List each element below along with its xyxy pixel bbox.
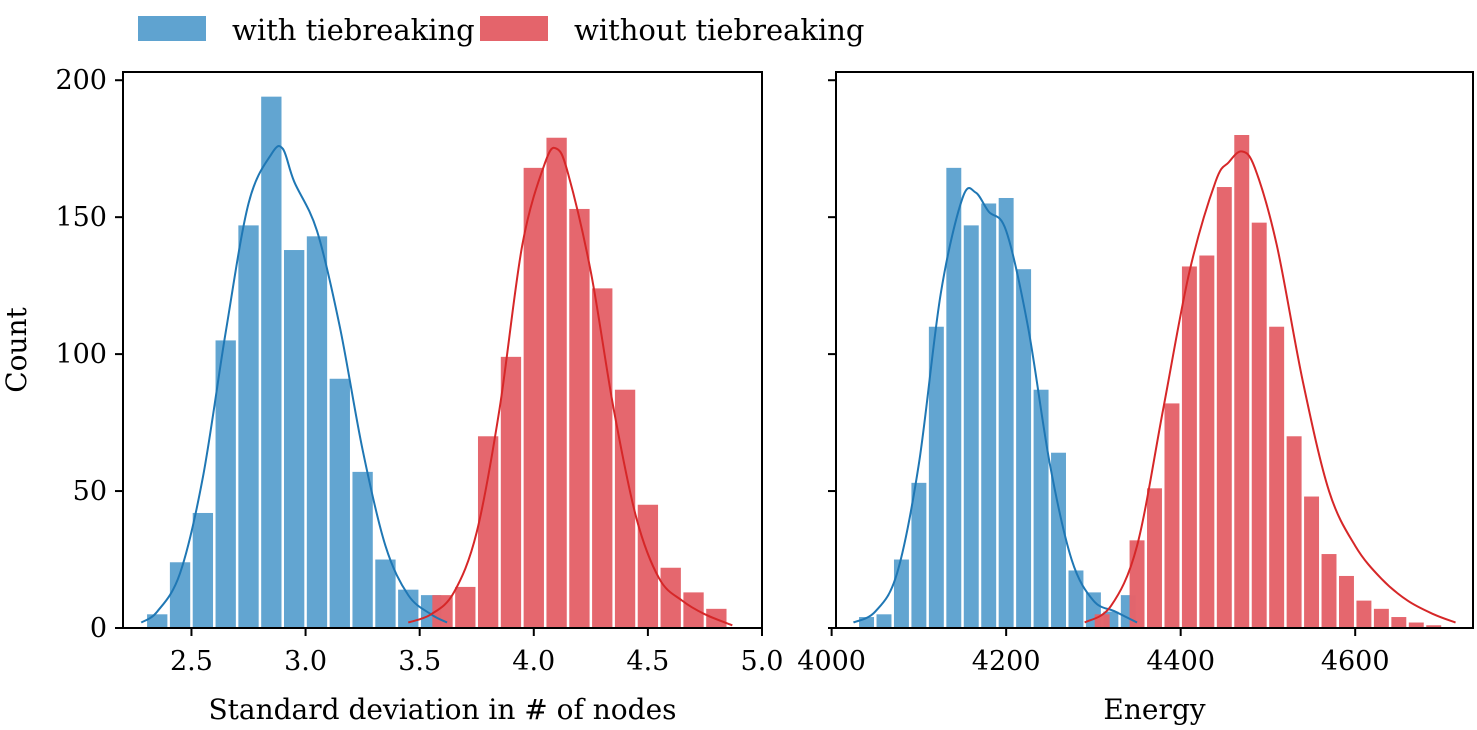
energy-bar-without-0 [1094, 614, 1110, 628]
energy-bar-with-5 [946, 167, 962, 629]
energy-bar-without-9 [1269, 326, 1285, 628]
std-dev-bar-with-0 [147, 614, 168, 628]
energy-bar-with-8 [998, 197, 1014, 629]
std-dev-histogram-panel: 2.5 3.0 3.5 4.0 4.5 5.0 0 50 100 150 200 Standard… [0, 65, 783, 726]
energy-plot-frame [835, 71, 1474, 629]
energy-bar-without-2 [1147, 488, 1162, 628]
energy-x-tick-label-3: 4600 [1321, 646, 1390, 677]
energy-bar-with-9 [1016, 269, 1032, 628]
std-dev-x-axis-label: Standard deviation in # of nodes [208, 693, 676, 726]
std-dev-y-tick-label-4: 200 [55, 65, 107, 96]
std-dev-y-tick-label-1: 50 [73, 476, 107, 507]
energy-x-axis: 4000 4200 4400 4600 [797, 628, 1390, 677]
std-dev-y-tick-label-3: 150 [55, 202, 107, 233]
energy-x-tick-label-0: 4000 [797, 646, 866, 677]
std-dev-x-axis: 2.5 3.0 3.5 4.0 4.5 5.0 [170, 628, 783, 677]
std-dev-bar-without-11 [683, 592, 704, 628]
std-dev-bar-without-6 [569, 208, 590, 628]
std-dev-x-tick-label-3: 4.0 [512, 646, 555, 677]
std-dev-bar-without-4 [523, 167, 544, 629]
std-dev-y-axis: 0 50 100 150 200 [55, 65, 123, 644]
energy-bar-with-3 [911, 482, 927, 628]
energy-bar-without-7 [1234, 135, 1250, 628]
energy-bar-without-15 [1373, 608, 1389, 628]
energy-bar-without-6 [1216, 187, 1232, 628]
energy-bar-with-4 [928, 326, 944, 628]
energy-bar-without-3 [1164, 403, 1180, 628]
std-dev-plot-frame [122, 71, 763, 629]
std-dev-bar-without-10 [660, 567, 681, 628]
std-dev-bar-with-10 [375, 559, 396, 628]
std-dev-x-tick-label-5: 5.0 [741, 646, 784, 677]
energy-bar-with-0 [859, 617, 875, 628]
energy-kde-curves [853, 150, 1456, 624]
energy-x-axis-label: Energy [1103, 693, 1205, 726]
std-dev-bar-with-7 [306, 236, 328, 628]
std-dev-bar-with-5 [261, 96, 282, 628]
energy-bar-without-12 [1321, 554, 1337, 628]
std-dev-x-tick-label-1: 3.0 [284, 646, 327, 677]
std-dev-kde-line-without [407, 146, 733, 627]
legend-swatch-without-tiebreaking [480, 16, 548, 41]
energy-bar-without-10 [1286, 436, 1302, 628]
energy-bar-with-7 [981, 203, 997, 628]
energy-y-axis [828, 79, 836, 629]
std-dev-y-tick-label-0: 0 [90, 613, 107, 644]
energy-bar-with-10 [1033, 389, 1049, 628]
energy-bar-with-2 [893, 559, 909, 628]
energy-bars [859, 135, 1442, 629]
energy-bar-without-11 [1304, 496, 1320, 628]
legend: with tiebreaking without tiebreaking [138, 13, 865, 47]
std-dev-bar-without-8 [614, 389, 636, 628]
std-dev-bar-without-1 [455, 586, 476, 628]
energy-bar-with-6 [963, 225, 979, 628]
std-dev-bar-with-9 [352, 471, 373, 628]
std-dev-bar-with-8 [329, 378, 350, 628]
energy-histogram-panel: 4000 4200 4400 4600 Energy [797, 71, 1474, 726]
energy-bar-without-13 [1339, 575, 1354, 628]
energy-kde-line-with [853, 187, 1138, 624]
std-dev-bar-without-0 [432, 595, 453, 628]
energy-x-tick-label-2: 4400 [1146, 646, 1215, 677]
legend-swatch-with-tiebreaking [138, 16, 206, 41]
std-dev-bar-with-6 [284, 250, 305, 628]
energy-bar-with-12 [1068, 570, 1084, 628]
energy-bar-without-16 [1391, 617, 1407, 628]
std-dev-x-tick-label-2: 3.5 [398, 646, 441, 677]
std-dev-bars [147, 96, 727, 629]
energy-x-tick-label-1: 4200 [972, 646, 1041, 677]
legend-label-with-tiebreaking: with tiebreaking [232, 13, 475, 47]
std-dev-bar-with-4 [238, 225, 259, 628]
std-dev-bar-without-5 [546, 137, 567, 629]
std-dev-kde-line-with [140, 145, 448, 624]
energy-bar-without-5 [1199, 255, 1215, 628]
std-dev-bar-without-2 [477, 436, 499, 628]
energy-bar-without-14 [1356, 600, 1372, 628]
energy-bar-without-18 [1426, 625, 1442, 628]
std-dev-y-tick-label-2: 100 [55, 339, 107, 370]
energy-bar-without-4 [1181, 266, 1197, 628]
energy-bar-without-1 [1129, 540, 1145, 628]
std-dev-x-tick-label-0: 2.5 [170, 646, 213, 677]
std-dev-bar-with-1 [169, 562, 191, 628]
count-y-axis-label: Count [0, 306, 33, 392]
energy-bar-without-8 [1251, 222, 1267, 628]
energy-kde-line-without [1084, 150, 1456, 624]
legend-label-without-tiebreaking: without tiebreaking [574, 13, 865, 47]
energy-bar-without-17 [1408, 622, 1424, 628]
energy-bar-with-1 [876, 614, 892, 628]
std-dev-bar-with-2 [192, 512, 214, 628]
std-dev-bar-without-9 [637, 504, 659, 628]
std-dev-bar-with-11 [398, 589, 419, 628]
std-dev-bar-without-3 [500, 356, 522, 628]
std-dev-kde-curves [140, 145, 733, 627]
std-dev-bar-with-3 [215, 340, 236, 628]
std-dev-x-tick-label-4: 4.5 [626, 646, 669, 677]
energy-bar-with-11 [1051, 452, 1066, 628]
